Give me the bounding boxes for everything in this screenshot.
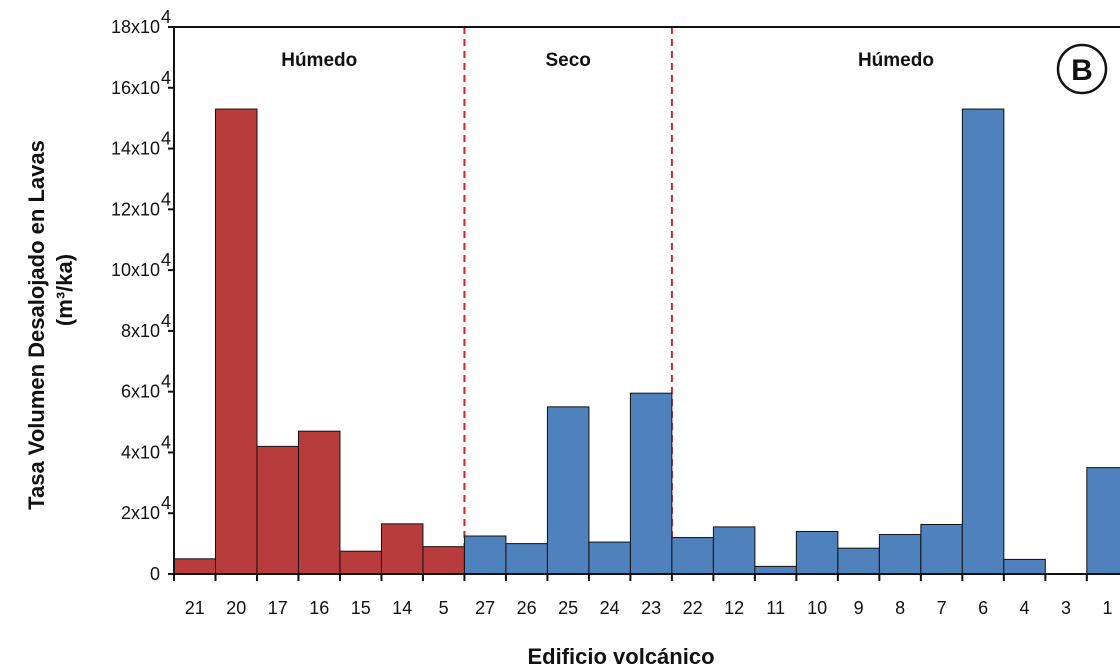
y-tick-label: 10x10 — [111, 260, 160, 280]
y-tick-label: 4x10 — [121, 442, 160, 462]
bar-24 — [588, 541, 631, 575]
x-axis-title: Edificio volcánico — [527, 644, 714, 669]
bar-27 — [463, 535, 507, 575]
y-tick-label: 14x10 — [111, 139, 160, 159]
bars-group — [173, 108, 1120, 575]
y-tick-exponent: 4 — [161, 7, 171, 27]
bar-25 — [546, 406, 590, 575]
x-tick-label: 9 — [854, 598, 864, 618]
y-tick-label: 6x10 — [121, 382, 160, 402]
panel-badge: B — [1056, 43, 1108, 95]
bar-10 — [795, 530, 839, 575]
x-tick-label: 12 — [724, 598, 744, 618]
x-tick-label: 10 — [807, 598, 827, 618]
y-axis-title: Tasa Volumen Desalojado en Lavas — [24, 140, 49, 510]
y-tick-label: 12x10 — [111, 199, 160, 219]
bar-23 — [629, 392, 673, 575]
x-tick-label: 7 — [937, 598, 947, 618]
panel-label: B — [1071, 54, 1093, 87]
x-tick-label: 22 — [683, 598, 703, 618]
y-tick-label: 8x10 — [121, 321, 160, 341]
y-tick-label: 0 — [150, 564, 160, 584]
region-labels: Húmedo Seco Húmedo — [281, 50, 934, 71]
x-tick-label: 26 — [517, 598, 537, 618]
x-tick-label: 25 — [558, 598, 578, 618]
bar-7 — [920, 523, 963, 575]
bar-16 — [297, 430, 341, 575]
x-tick-label: 21 — [185, 598, 205, 618]
x-tick-label: 1 — [1103, 598, 1113, 618]
bar-11 — [754, 565, 797, 575]
bar-1 — [1086, 467, 1120, 575]
x-tick-label: 23 — [641, 598, 661, 618]
x-tick-label: 24 — [600, 598, 620, 618]
x-tick-label: 27 — [475, 598, 495, 618]
x-tick-label: 8 — [895, 598, 905, 618]
bar-4 — [1003, 558, 1046, 575]
y-tick-exponent: 4 — [161, 432, 171, 452]
panel-badge-circle — [1056, 43, 1108, 95]
bar-21 — [173, 558, 216, 575]
y-tick-exponent: 4 — [161, 311, 171, 331]
x-ticks: 21 20 17 16 15 14 5 27 26 25 24 23 22 12 11 10 9 8 7 6 4 3 1 — [173, 574, 1113, 618]
y-tick-exponent: 4 — [161, 493, 171, 513]
bar-12 — [712, 526, 756, 575]
y-tick-exponent: 4 — [161, 372, 171, 392]
bar-14 — [380, 523, 424, 575]
x-tick-label: 17 — [268, 598, 288, 618]
x-tick-label: 20 — [226, 598, 246, 618]
y-tick-exponent: 4 — [161, 189, 171, 209]
x-tick-label: 14 — [392, 598, 412, 618]
bar-15 — [339, 550, 382, 575]
y-tick-exponent: 4 — [161, 129, 171, 149]
x-tick-label: 3 — [1061, 598, 1071, 618]
bar-17 — [256, 445, 299, 575]
x-tick-label: 11 — [766, 598, 785, 618]
x-tick-label: 5 — [439, 598, 449, 618]
bar-8 — [878, 533, 922, 575]
x-tick-label: 15 — [351, 598, 371, 618]
y-tick-exponent: 4 — [161, 68, 171, 88]
bar-6 — [961, 108, 1005, 575]
y-axis-unit: (m³/ka) — [52, 254, 77, 326]
x-tick-label: 16 — [309, 598, 329, 618]
bar-22 — [671, 537, 714, 575]
x-tick-label: 6 — [978, 598, 988, 618]
y-tick-label: 18x10 — [111, 17, 160, 37]
region-label: Húmedo — [281, 50, 357, 71]
bar-9 — [837, 547, 880, 575]
bar-20 — [214, 108, 258, 575]
y-tick-label: 16x10 — [111, 78, 160, 98]
y-tick-label: 2x10 — [121, 503, 160, 523]
y-tick-exponent: 4 — [161, 250, 171, 270]
x-tick-label: 4 — [1020, 598, 1030, 618]
region-label: Húmedo — [858, 50, 934, 71]
bar-5 — [422, 546, 465, 575]
region-label: Seco — [545, 50, 590, 71]
bar-26 — [505, 543, 548, 575]
